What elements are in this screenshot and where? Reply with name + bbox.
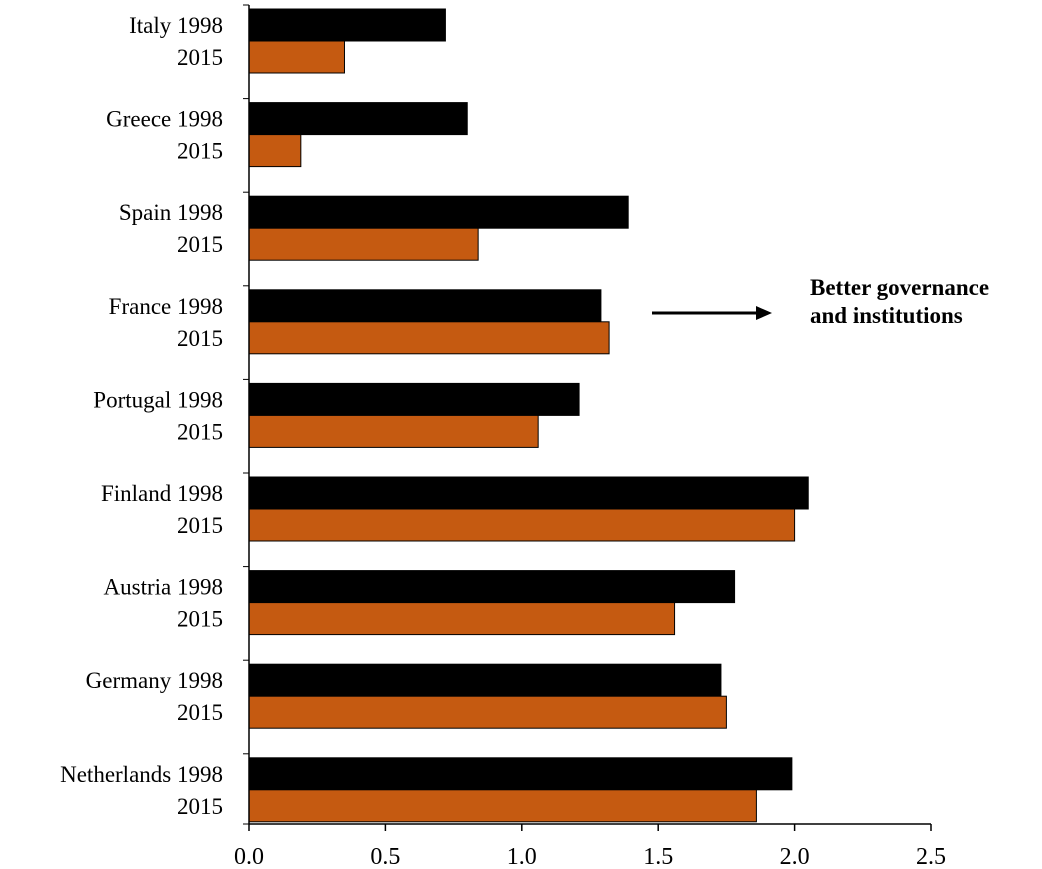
bar-greece-1998 [248,102,468,136]
series-label-germany-2015: 2015 [177,700,223,725]
bar-portugal-1998 [248,382,580,416]
x-tick-label: 0.5 [370,844,400,869]
category-label-austria: Austria 1998 [104,575,223,600]
bar-germany-2015 [248,695,727,729]
series-label-france-2015: 2015 [177,326,223,351]
category-label-greece: Greece 1998 [106,107,223,132]
bar-greece-2015 [248,134,302,168]
bar-italy-1998 [248,8,446,42]
bar-austria-2015 [248,602,676,636]
annotation-line-2: and institutions [810,303,963,328]
series-label-austria-2015: 2015 [177,607,223,632]
x-tick-label: 1.5 [643,844,673,869]
bar-france-1998 [248,289,602,323]
series-label-spain-2015: 2015 [177,232,223,257]
category-label-spain: Spain 1998 [119,200,223,225]
bar-netherlands-1998 [248,757,793,791]
annotation-arrow-head-icon [756,306,772,320]
bar-spain-2015 [248,227,479,261]
bar-finland-2015 [248,508,796,542]
bar-italy-2015 [248,40,345,74]
series-label-greece-2015: 2015 [177,139,223,164]
bars-layer [248,8,809,823]
bar-germany-1998 [248,663,722,697]
bar-finland-1998 [248,476,809,510]
series-label-italy-2015: 2015 [177,45,223,70]
series-label-netherlands-2015: 2015 [177,794,223,819]
x-tick-label: 2.5 [916,844,946,869]
category-label-finland: Finland 1998 [101,481,223,506]
bar-austria-1998 [248,570,736,604]
category-labels: Italy 1998 2015 Greece 1998 2015 Spain 1998 2… [60,13,223,819]
category-label-netherlands: Netherlands 1998 [60,762,223,787]
bar-netherlands-2015 [248,789,757,823]
category-label-germany: Germany 1998 [86,668,223,693]
annotation: Better governance and institutions [652,275,989,328]
axes: 0.0 0.5 1.0 1.5 2.0 2.5 [234,4,946,869]
x-tick-label: 0.0 [234,844,264,869]
x-tick-label: 2.0 [780,844,810,869]
bar-spain-1998 [248,195,629,229]
x-tick-label: 1.0 [507,844,537,869]
bar-portugal-2015 [248,414,539,448]
category-label-france: France 1998 [109,294,223,319]
category-label-italy: Italy 1998 [129,13,223,38]
category-label-portugal: Portugal 1998 [93,387,223,412]
bar-france-2015 [248,321,610,355]
series-label-portugal-2015: 2015 [177,419,223,444]
series-label-finland-2015: 2015 [177,513,223,538]
annotation-line-1: Better governance [810,275,989,300]
